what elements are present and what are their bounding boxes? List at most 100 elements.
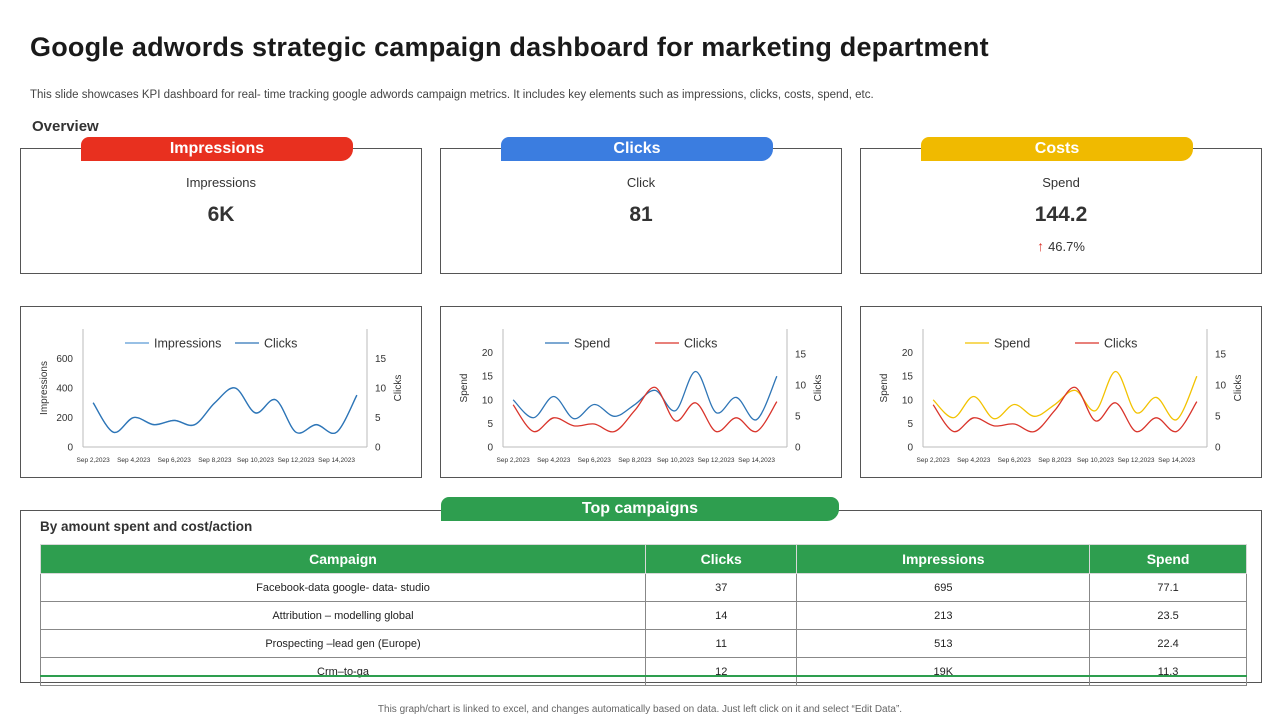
- chart: 0 5 10 15 20 0 5 10 15 Sep 2,2023 Sep 4,2023 Sep 6,…: [879, 329, 1244, 464]
- y2-tick-label: 15: [375, 354, 387, 365]
- x-tick-label: Sep 10,2023: [1077, 457, 1114, 464]
- table-cell: 11: [644, 629, 798, 658]
- kpi-caption: Spend: [1042, 175, 1080, 190]
- legend-label: Spend: [994, 337, 1030, 351]
- y-axis-title: Spend: [459, 374, 470, 403]
- table-body: Facebook-data google- data- studio 37 695 7…: [40, 573, 1247, 686]
- y-tick-label: 0: [67, 443, 73, 454]
- table-cell: 695: [796, 573, 1091, 602]
- y2-tick-label: 10: [795, 380, 807, 391]
- line-series: [92, 387, 358, 434]
- y2-tick-label: 15: [795, 349, 807, 360]
- y-tick-label: 15: [902, 372, 914, 383]
- x-tick-label: Sep 14,2023: [738, 457, 775, 464]
- title: Google adwords strategic campaign dashbo…: [30, 32, 989, 62]
- kpi-tab: Impressions: [81, 137, 353, 161]
- x-tick-label: Sep 12,2023: [1118, 457, 1155, 464]
- y-tick-label: 5: [487, 419, 493, 430]
- table-cell: 77.1: [1089, 573, 1247, 602]
- chart: 0 200 400 600 0 5 10 15 Sep 2,2023 Sep 4,2023 Sep …: [39, 329, 404, 464]
- column-header: Campaign: [40, 544, 646, 574]
- kpi-tab: Costs: [921, 137, 1193, 161]
- table-cell: 14: [644, 601, 798, 630]
- chart-box: 0 5 10 15 20 0 5 10 15 Sep 2,2023 Sep 4,2023 Sep 6,…: [860, 306, 1262, 478]
- legend-label: Impressions: [154, 337, 221, 351]
- x-tick-label: Sep 6,2023: [578, 457, 612, 464]
- table-cell: 213: [796, 601, 1091, 630]
- column-header: Impressions: [796, 544, 1091, 574]
- table-row: Attribution – modelling global 14 213 23.5: [40, 601, 1247, 630]
- y-tick-label: 600: [56, 354, 73, 365]
- y2-tick-label: 0: [795, 443, 801, 454]
- table-cell: Attribution – modelling global: [40, 601, 646, 630]
- campaigns-tab: Top campaigns: [441, 497, 839, 521]
- campaigns-table: Campaign Clicks Impressions Spend Facebook-d…: [40, 544, 1247, 686]
- kpi-change: ↑ 46.7%: [860, 238, 1262, 256]
- y2-axis-title: Clicks: [393, 375, 404, 402]
- legend-label: Clicks: [264, 337, 297, 351]
- y2-axis-title: Clicks: [1233, 375, 1244, 402]
- chart-box: 0 5 10 15 20 0 5 10 15 Sep 2,2023 Sep 4,2023 Sep 6,…: [440, 306, 842, 478]
- y-tick-label: 10: [482, 395, 494, 406]
- y-axis-title: Spend: [879, 374, 890, 403]
- x-tick-label: Sep 2,2023: [77, 457, 111, 464]
- table-cell: 11.3: [1089, 657, 1247, 686]
- y-tick-label: 400: [56, 384, 73, 395]
- table-cell: Crm–to-ga: [40, 657, 646, 686]
- x-tick-label: Sep 10,2023: [657, 457, 694, 464]
- y-tick-label: 15: [482, 372, 494, 383]
- table-cell: 23.5: [1089, 601, 1247, 630]
- kpi-card: [860, 148, 1262, 274]
- x-tick-label: Sep 8,2023: [198, 457, 232, 464]
- campaigns-subtitle: By amount spent and cost/action: [40, 519, 253, 534]
- x-tick-label: Sep 6,2023: [158, 457, 192, 464]
- y-tick-label: 5: [907, 419, 913, 430]
- table-cell: 19K: [796, 657, 1091, 686]
- x-tick-label: Sep 4,2023: [537, 457, 571, 464]
- x-tick-label: Sep 2,2023: [497, 457, 531, 464]
- table-cell: Facebook-data google- data- studio: [40, 573, 646, 602]
- x-tick-label: Sep 10,2023: [237, 457, 274, 464]
- table-cell: 513: [796, 629, 1091, 658]
- table-cell: Prospecting –lead gen (Europe): [40, 629, 646, 658]
- y2-tick-label: 15: [1215, 349, 1227, 360]
- x-tick-label: Sep 8,2023: [618, 457, 652, 464]
- kpi-card: [440, 148, 842, 274]
- x-tick-label: Sep 4,2023: [117, 457, 151, 464]
- table-cell: 12: [644, 657, 798, 686]
- y-tick-label: 0: [487, 443, 493, 454]
- table-row: Prospecting –lead gen (Europe) 11 513 22.4: [40, 629, 1247, 658]
- y-tick-label: 10: [902, 395, 914, 406]
- x-tick-label: Sep 8,2023: [1038, 457, 1072, 464]
- column-header: Spend: [1089, 544, 1247, 574]
- y2-tick-label: 0: [375, 443, 381, 454]
- kpi-value: 6K: [207, 203, 235, 226]
- table-cell: 37: [644, 573, 798, 602]
- up-arrow: ↑: [1037, 238, 1045, 254]
- y2-tick-label: 10: [1215, 380, 1227, 391]
- y-axis-title: Impressions: [39, 361, 50, 415]
- line-series: [932, 386, 1198, 433]
- x-tick-label: Sep 6,2023: [998, 457, 1032, 464]
- y-tick-label: 20: [482, 348, 494, 359]
- table-cell: 22.4: [1089, 629, 1247, 658]
- y2-tick-label: 5: [375, 413, 381, 424]
- x-tick-label: Sep 4,2023: [957, 457, 991, 464]
- footer: This graph/chart is linked to excel, and…: [377, 704, 903, 715]
- chart: 0 5 10 15 20 0 5 10 15 Sep 2,2023 Sep 4,2023 Sep 6,…: [459, 329, 824, 464]
- y2-tick-label: 5: [1215, 411, 1221, 422]
- kpi-value: 81: [629, 203, 653, 226]
- legend-label: Clicks: [1104, 337, 1137, 351]
- change-value: 46.7%: [1048, 239, 1085, 254]
- y2-tick-label: 10: [375, 384, 387, 395]
- table-row: Crm–to-ga 12 19K 11.3: [40, 657, 1247, 686]
- kpi-tab: Clicks: [501, 137, 773, 161]
- kpi-value: 144.2: [1034, 203, 1088, 226]
- line-series: [92, 387, 358, 434]
- y2-tick-label: 5: [795, 411, 801, 422]
- section-title: Overview: [32, 118, 99, 135]
- legend-label: Spend: [574, 337, 610, 351]
- table-row: Facebook-data google- data- studio 37 695 7…: [40, 573, 1247, 602]
- y-tick-label: 20: [902, 348, 914, 359]
